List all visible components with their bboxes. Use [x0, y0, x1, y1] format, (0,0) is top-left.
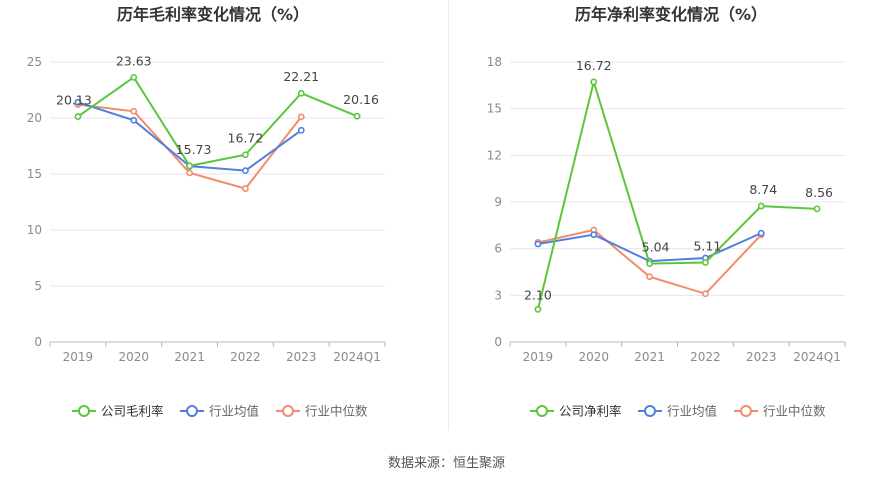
series-line-1-0 — [77, 75, 358, 167]
data-point-2-2-2 — [646, 273, 653, 281]
data-point-1-1-1 — [130, 116, 138, 124]
legend-label-1-2: 行业中位数 — [305, 404, 368, 419]
x-tick-label-1-2019: 2019 — [63, 350, 94, 364]
data-point-1-2-4 — [297, 113, 305, 121]
y-tick-label-1-20: 20 — [27, 111, 42, 125]
panel-divider — [448, 0, 449, 430]
data-label-1-5: 20.16 — [343, 92, 379, 107]
legend-marker-1-2 — [282, 405, 294, 417]
y-tick-label-2-0: 0 — [494, 335, 502, 349]
x-tick-label-2-2024Q1: 2024Q1 — [793, 350, 841, 364]
data-point-2-0-2 — [646, 260, 653, 267]
x-tick-label-1-2023: 2023 — [286, 350, 317, 364]
y-tick-label-1-5: 5 — [34, 279, 42, 293]
legend-label-1-1: 行业均值 — [209, 404, 259, 419]
y-tick-label-2-3: 3 — [494, 288, 502, 302]
data-point-1-1-0 — [74, 98, 82, 106]
data-point-1-2-2 — [186, 169, 193, 177]
legend-marker-1-1 — [186, 405, 198, 417]
data-point-2-1-4 — [757, 229, 765, 237]
data-label-1-3: 16.72 — [228, 131, 264, 146]
x-tick-label-1-2021: 2021 — [174, 350, 205, 364]
data-point-1-1-3 — [242, 167, 249, 175]
x-tick-label-1-2020: 2020 — [118, 350, 149, 364]
x-tick-label-1-2022: 2022 — [230, 350, 261, 364]
data-label-2-3: 5.11 — [693, 239, 721, 254]
y-tick-label-2-9: 9 — [494, 195, 502, 209]
data-label-2-4: 8.74 — [749, 182, 777, 197]
y-tick-label-1-15: 15 — [27, 167, 42, 181]
data-point-2-2-3 — [702, 290, 709, 298]
data-point-1-0-2 — [186, 162, 193, 170]
legend-label-2-2: 行业中位数 — [763, 404, 826, 419]
legend-label-1-0: 公司毛利率 — [101, 404, 164, 419]
data-point-1-0-0 — [74, 113, 82, 120]
y-tick-label-1-25: 25 — [27, 55, 42, 69]
data-point-1-0-4 — [297, 89, 305, 97]
data-label-1-0: 20.13 — [56, 93, 92, 108]
legend-label-2-0: 公司净利率 — [559, 404, 622, 419]
data-label-1-4: 22.21 — [283, 69, 319, 84]
y-tick-label-2-6: 6 — [494, 242, 502, 256]
data-label-2-5: 8.56 — [805, 185, 833, 200]
legend-marker-2-2 — [740, 405, 752, 417]
y-tick-label-2-18: 18 — [487, 55, 502, 69]
legend-marker-2-1 — [644, 405, 656, 417]
legend-label-2-1: 行业均值 — [667, 404, 717, 419]
legend-marker-1-0 — [78, 405, 90, 417]
x-tick-label-2-2023: 2023 — [746, 350, 777, 364]
data-point-2-0-4 — [757, 202, 765, 210]
series-line-2-0 — [536, 78, 818, 310]
data-point-2-0-5 — [813, 205, 821, 213]
data-point-1-0-1 — [130, 73, 138, 81]
data-point-1-2-1 — [130, 107, 138, 115]
data-label-1-1: 23.63 — [116, 53, 152, 68]
chart-title-2: 历年净利率变化情况（%） — [575, 5, 767, 24]
legend-marker-2-0 — [536, 405, 548, 417]
data-point-2-0-1 — [590, 78, 598, 86]
data-source-note: 数据来源：恒生聚源 — [387, 456, 505, 471]
data-label-2-2: 5.04 — [642, 240, 670, 255]
data-point-2-0-0 — [534, 305, 542, 313]
y-tick-label-2-12: 12 — [487, 148, 502, 162]
data-point-1-0-5 — [353, 112, 361, 120]
data-label-2-1: 16.72 — [576, 58, 612, 73]
data-point-1-1-4 — [297, 126, 305, 134]
data-point-1-2-3 — [242, 185, 249, 192]
x-tick-label-1-2024Q1: 2024Q1 — [333, 350, 381, 364]
data-point-2-1-0 — [534, 240, 542, 248]
x-tick-label-2-2022: 2022 — [690, 350, 721, 364]
x-tick-label-2-2021: 2021 — [634, 350, 665, 364]
x-tick-label-2-2020: 2020 — [578, 350, 609, 364]
data-point-1-0-3 — [242, 151, 249, 159]
data-point-2-0-3 — [702, 259, 709, 266]
x-tick-label-2-2019: 2019 — [523, 350, 554, 364]
data-label-1-2: 15.73 — [176, 142, 212, 157]
data-label-2-0: 2.10 — [524, 287, 552, 302]
y-tick-label-1-0: 0 — [34, 335, 42, 349]
chart-title-1: 历年毛利率变化情况（%） — [117, 5, 309, 24]
y-tick-label-2-15: 15 — [487, 102, 502, 116]
data-point-2-1-1 — [590, 231, 598, 239]
y-tick-label-1-10: 10 — [27, 223, 42, 237]
